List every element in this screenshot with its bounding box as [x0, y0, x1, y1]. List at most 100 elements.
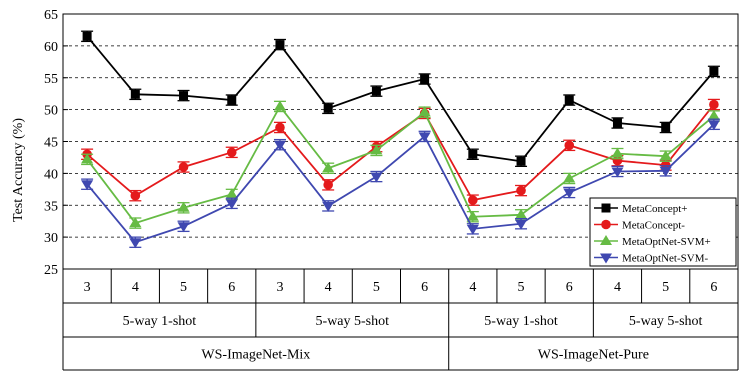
- data-point: [275, 40, 285, 50]
- group-label: 5-way 1-shot: [484, 314, 558, 329]
- data-point: [371, 86, 381, 96]
- y-tick-label: 50: [44, 104, 58, 119]
- x-tick-label: 4: [132, 280, 139, 295]
- data-point: [129, 238, 142, 249]
- data-point: [130, 190, 141, 201]
- y-tick-label: 30: [44, 231, 58, 246]
- data-point: [225, 188, 238, 199]
- series-line: [86, 104, 715, 225]
- data-point: [130, 89, 140, 99]
- x-tick-label: 5: [373, 280, 380, 295]
- data-point: [515, 208, 528, 219]
- legend-marker: [600, 235, 612, 245]
- data-point: [466, 210, 479, 221]
- data-point: [323, 103, 333, 113]
- y-tick-label: 60: [44, 40, 58, 55]
- data-point: [82, 31, 92, 41]
- series-line: [86, 35, 715, 163]
- data-point: [709, 66, 719, 76]
- data-point: [418, 106, 431, 117]
- data-point: [661, 122, 671, 132]
- x-tick-label: 5: [662, 280, 669, 295]
- series-layer: [81, 30, 720, 249]
- group-label: 5-way 1-shot: [123, 314, 197, 329]
- data-point: [659, 150, 672, 161]
- legend-marker: [600, 253, 612, 264]
- group-label: 5-way 5-shot: [316, 314, 390, 329]
- x-tick-label: 6: [710, 280, 717, 295]
- y-axis-title: Test Accuracy (%): [11, 118, 26, 222]
- legend-marker: [601, 203, 611, 213]
- data-point: [179, 91, 189, 101]
- data-point: [322, 201, 335, 212]
- legend-item: MetaOptNet-SVM+: [594, 235, 711, 248]
- data-point: [563, 172, 576, 183]
- data-point: [468, 195, 478, 205]
- legend-item: MetaConcept-: [594, 220, 685, 232]
- data-point: [612, 118, 622, 128]
- data-point: [129, 217, 142, 228]
- data-point: [466, 224, 479, 235]
- y-tick-label: 25: [44, 263, 58, 278]
- data-point: [275, 122, 285, 133]
- y-tick-label: 55: [44, 72, 58, 87]
- data-point: [468, 149, 478, 159]
- group-label: 5-way 5-shot: [629, 314, 703, 329]
- y-tick-label: 65: [44, 8, 58, 23]
- data-point: [323, 180, 333, 190]
- data-point: [564, 140, 575, 151]
- data-point: [709, 99, 719, 110]
- series-line: [86, 123, 715, 244]
- legend-box: [589, 197, 737, 267]
- data-point: [515, 219, 528, 230]
- legend-label: MetaOptNet-SVM+: [622, 236, 711, 248]
- legend-label: MetaOptNet-SVM-: [622, 253, 708, 265]
- grid-lines: [63, 45, 738, 238]
- dataset-label: WS-ImageNet-Pure: [538, 348, 649, 363]
- data-point: [81, 180, 94, 191]
- data-point: [225, 199, 238, 210]
- legend-label: MetaConcept+: [622, 203, 687, 215]
- data-point: [563, 188, 576, 199]
- legend-label: MetaConcept-: [622, 220, 685, 232]
- data-point: [177, 201, 190, 212]
- series-MetaOptNet-SVM+: [81, 100, 720, 229]
- data-point: [177, 222, 190, 233]
- data-point: [564, 95, 574, 105]
- dataset-label: WS-ImageNet-Mix: [201, 348, 310, 363]
- data-point: [370, 172, 383, 183]
- data-point: [370, 144, 383, 155]
- x-tick-label: 6: [421, 280, 428, 295]
- data-point: [516, 185, 526, 196]
- data-point: [227, 95, 237, 105]
- legend-marker: [601, 219, 611, 230]
- data-point: [81, 153, 94, 164]
- data-point: [611, 147, 624, 158]
- data-point: [273, 100, 286, 111]
- data-point: [707, 120, 720, 131]
- x-tick-label: 6: [228, 280, 235, 295]
- series-MetaConcept+: [81, 30, 720, 168]
- data-point: [707, 110, 720, 120]
- y-tick-label: 40: [44, 167, 58, 182]
- data-point: [226, 147, 237, 158]
- x-tick-label: 5: [180, 280, 187, 295]
- legend-item: MetaConcept+: [594, 203, 687, 215]
- x-tick-label: 4: [325, 280, 332, 295]
- x-tick-label: 5: [518, 280, 525, 295]
- data-point: [418, 132, 431, 143]
- x-tick-label: 3: [84, 280, 91, 295]
- x-tick-label: 6: [566, 280, 573, 295]
- legend: MetaConcept+ MetaConcept- MetaOptNet-SVM+ M…: [589, 197, 737, 267]
- data-point: [611, 167, 624, 178]
- y-tick-label: 45: [44, 136, 58, 151]
- y-tick-label: 35: [44, 199, 58, 214]
- x-tick-label: 4: [469, 280, 476, 295]
- data-point: [322, 162, 335, 173]
- data-point: [516, 156, 526, 166]
- series-MetaOptNet-SVM-: [81, 118, 720, 249]
- x-tick-label: 3: [276, 280, 283, 295]
- x-tick-label: 4: [614, 280, 621, 295]
- legend-item: MetaOptNet-SVM-: [594, 253, 708, 265]
